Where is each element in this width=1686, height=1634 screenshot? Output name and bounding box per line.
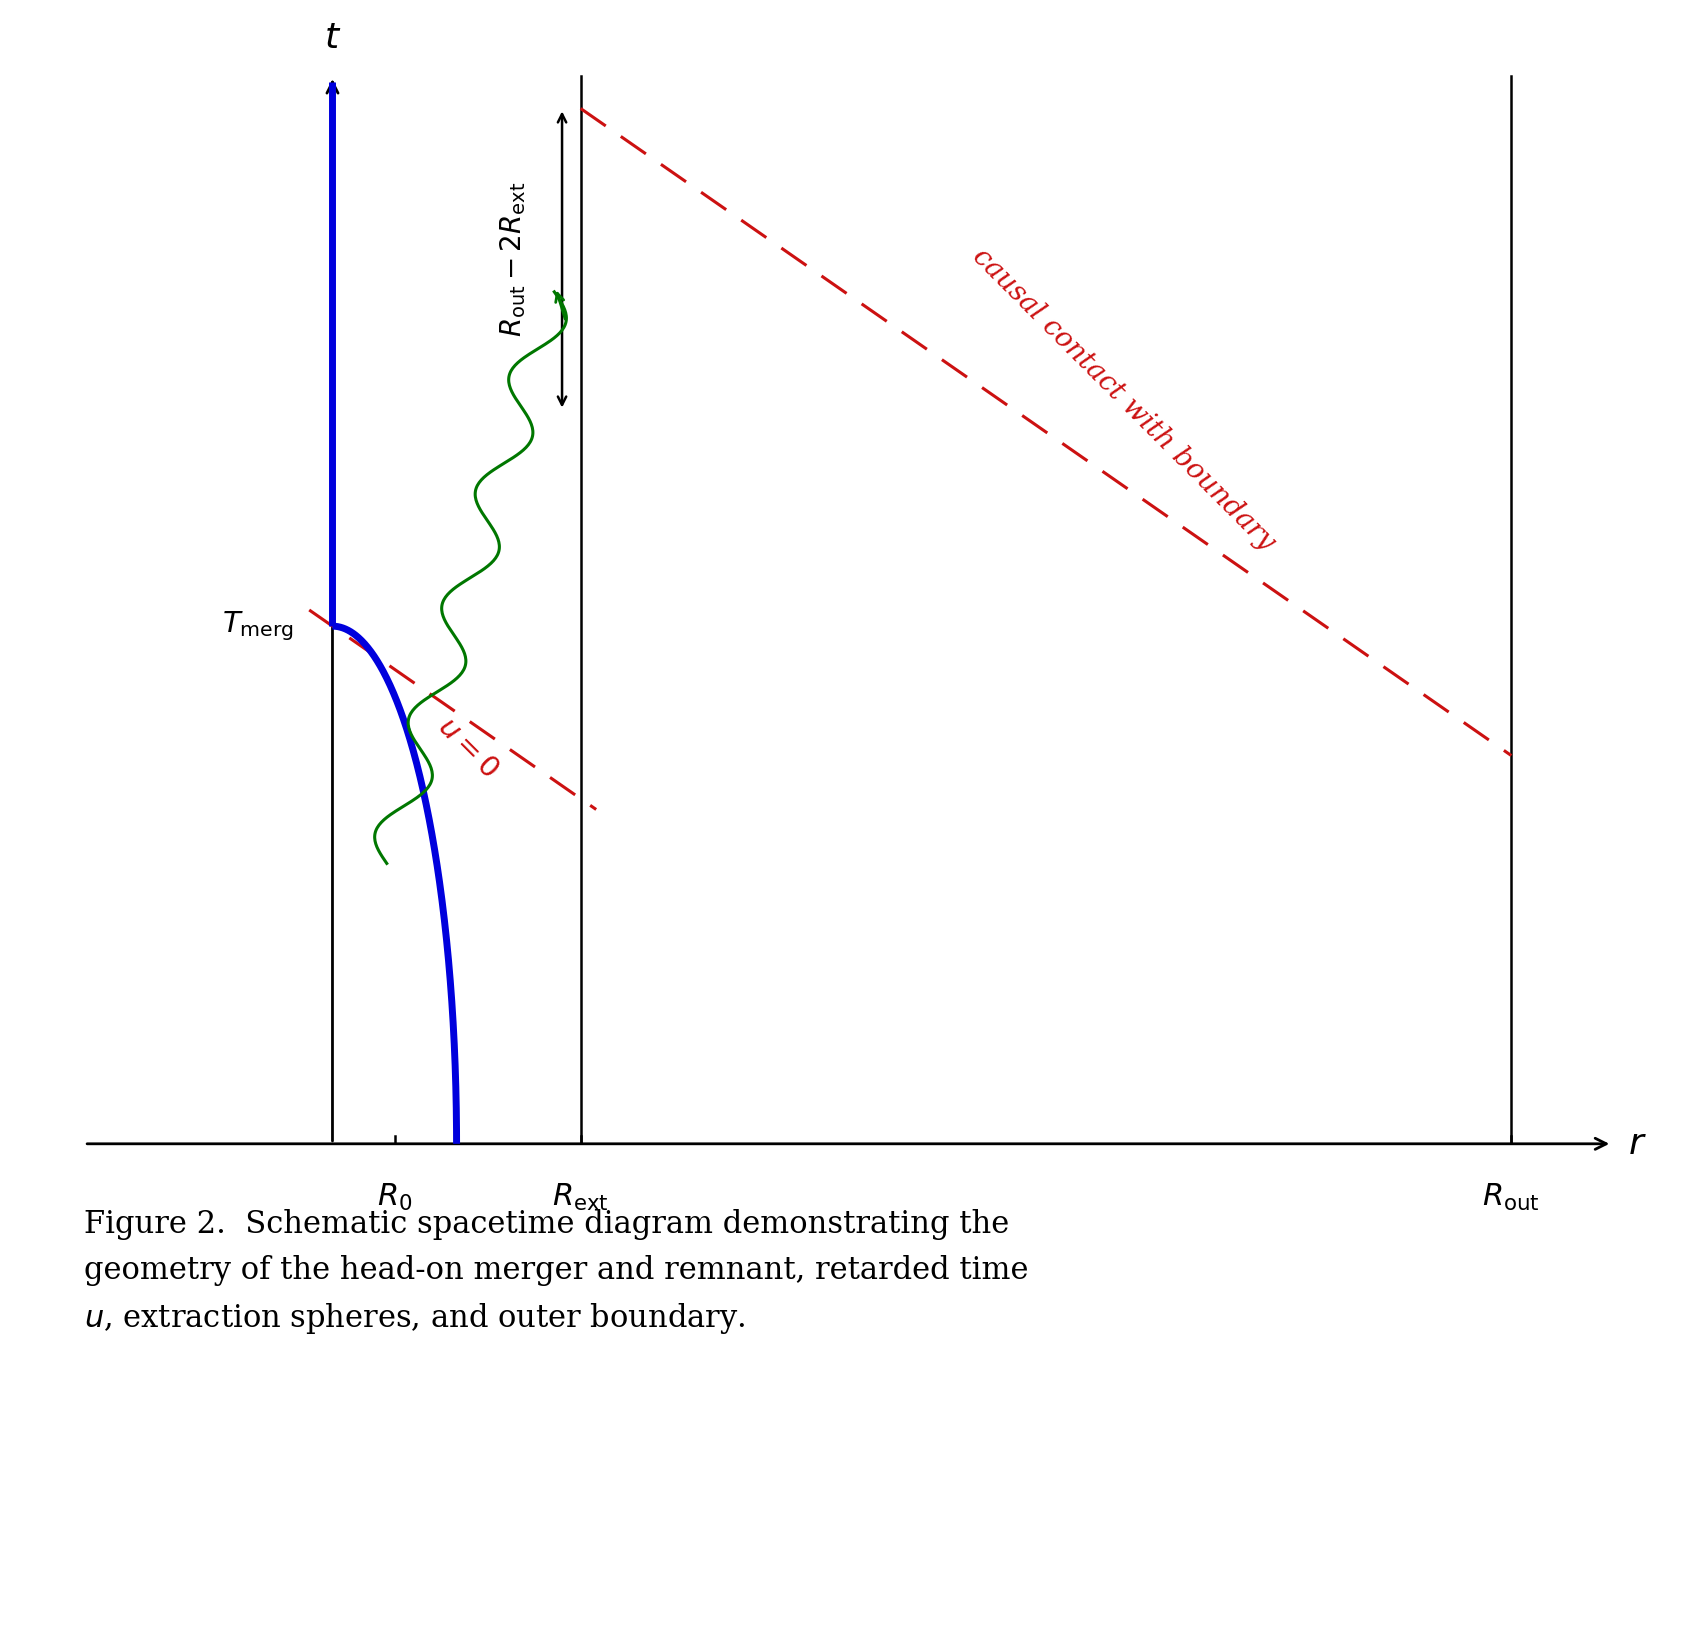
Text: $u = 0$: $u = 0$ bbox=[433, 712, 504, 783]
Text: $t$: $t$ bbox=[324, 21, 341, 54]
Text: $R_{\mathrm{out}} - 2R_{\mathrm{ext}}$: $R_{\mathrm{out}} - 2R_{\mathrm{ext}}$ bbox=[497, 181, 528, 337]
Text: $r$: $r$ bbox=[1627, 1127, 1647, 1160]
Text: $T_{\mathrm{merg}}$: $T_{\mathrm{merg}}$ bbox=[223, 609, 293, 642]
Text: $R_{\mathrm{ext}}$: $R_{\mathrm{ext}}$ bbox=[553, 1181, 609, 1212]
Text: Figure 2.  Schematic spacetime diagram demonstrating the
geometry of the head-on: Figure 2. Schematic spacetime diagram de… bbox=[84, 1209, 1028, 1337]
Text: causal contact with boundary: causal contact with boundary bbox=[968, 243, 1280, 556]
Text: $R_{\mathrm{out}}$: $R_{\mathrm{out}}$ bbox=[1482, 1181, 1539, 1212]
Text: $R_0$: $R_0$ bbox=[378, 1181, 411, 1212]
